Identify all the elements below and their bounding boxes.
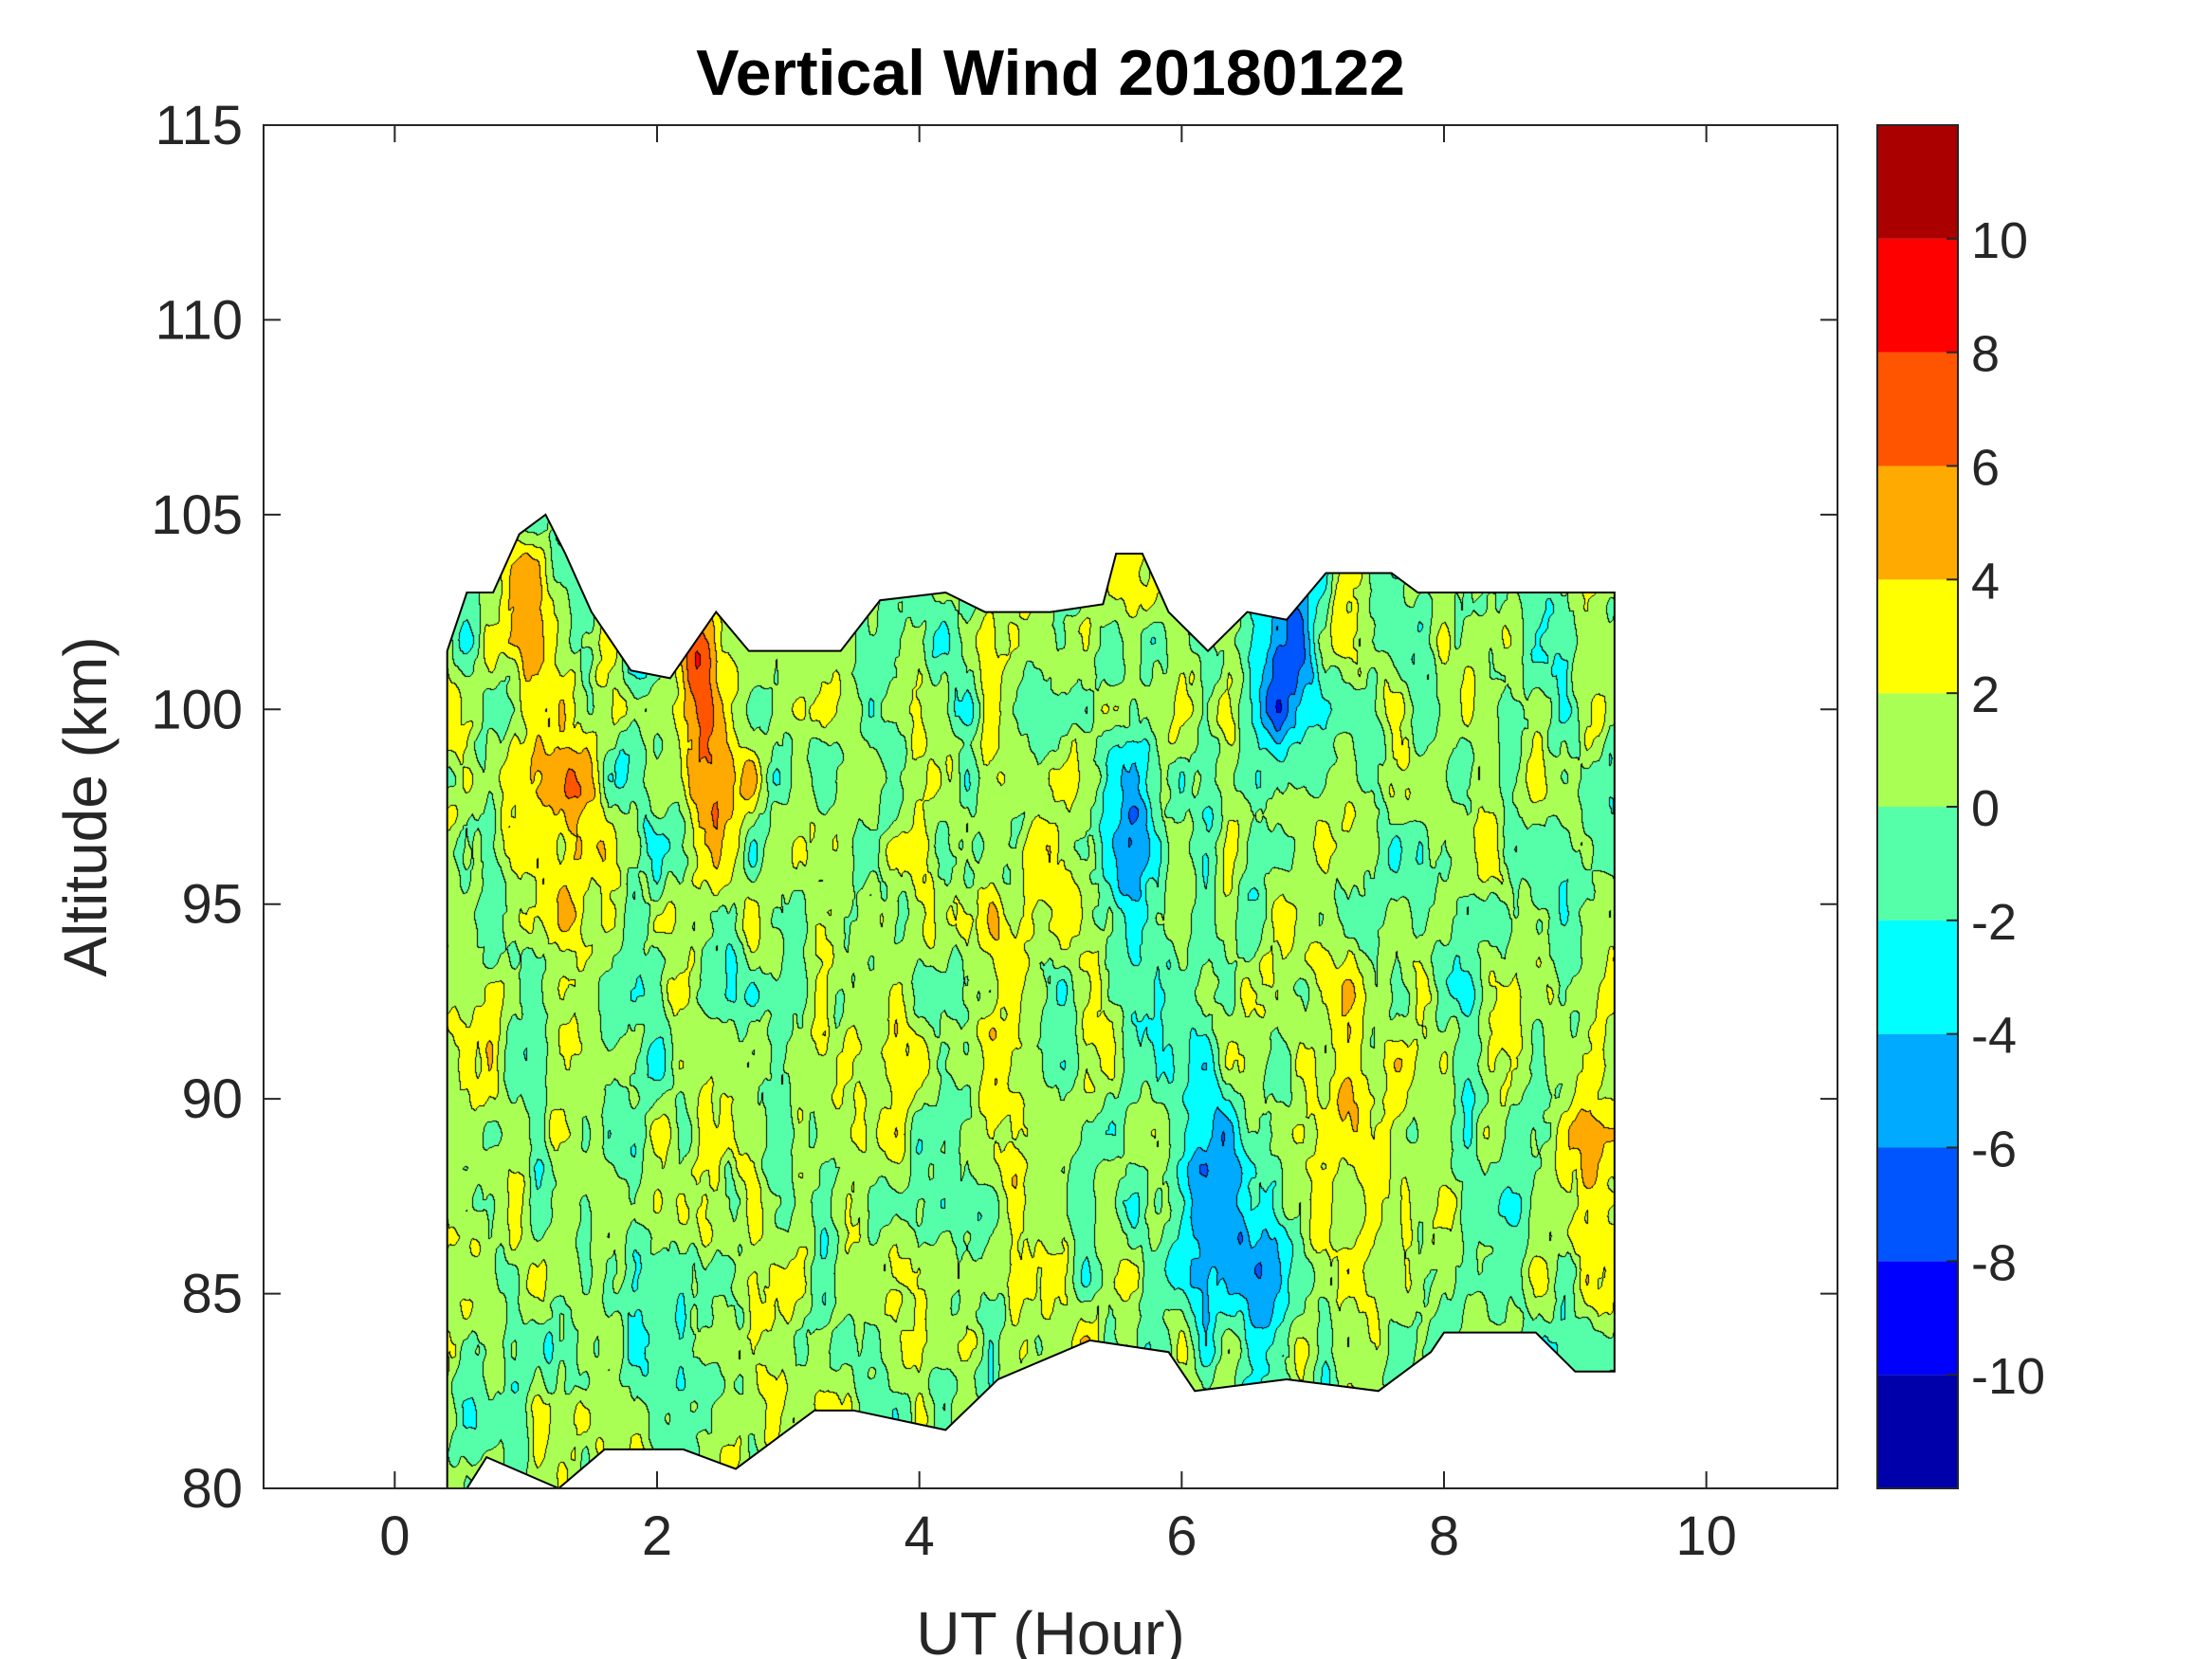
plot-frame xyxy=(263,124,1838,1489)
colorbar-tick-label: 6 xyxy=(1971,440,2000,497)
y-tick-label: 90 xyxy=(181,1068,243,1130)
chart-title: Vertical Wind 20180122 xyxy=(696,37,1405,109)
colorbar-segment xyxy=(1877,693,1958,807)
colorbar-tick-label: 8 xyxy=(1971,326,2000,383)
colorbar-tick-label: -2 xyxy=(1971,894,2017,951)
colorbar-segment xyxy=(1877,807,1958,921)
colorbar-segment xyxy=(1877,1033,1958,1148)
colorbar-segment xyxy=(1877,1375,1958,1488)
colorbar-tick-label: 10 xyxy=(1971,212,2028,269)
colorbar-segment xyxy=(1877,238,1958,353)
y-tick-label: 85 xyxy=(181,1264,243,1325)
x-tick-label: 8 xyxy=(1429,1505,1459,1567)
x-tick-label: 10 xyxy=(1675,1505,1737,1567)
colorbar-segment xyxy=(1877,920,1958,1034)
colorbar-tick-label: -10 xyxy=(1971,1348,2045,1405)
x-tick-label: 4 xyxy=(905,1505,935,1567)
y-tick-label: 105 xyxy=(151,484,243,546)
colorbar-tick-label: 2 xyxy=(1971,666,2000,723)
colorbar-segment xyxy=(1877,465,1958,580)
y-tick-label: 95 xyxy=(181,874,243,936)
y-tick-label: 115 xyxy=(155,95,243,156)
y-tick-label: 80 xyxy=(181,1458,243,1520)
data-region-outline xyxy=(446,513,1616,1488)
x-tick-label: 0 xyxy=(379,1505,410,1567)
colorbar-tick-label: -6 xyxy=(1971,1121,2017,1178)
colorbar-tick-label: -4 xyxy=(1971,1008,2017,1065)
colorbar-tick-label: 4 xyxy=(1971,553,2000,610)
colorbar-segment xyxy=(1877,1261,1958,1376)
colorbar-segment xyxy=(1877,125,1958,239)
x-axis-label: UT (Hour) xyxy=(916,1599,1184,1659)
colorbar-tick-label: -8 xyxy=(1971,1234,2017,1291)
x-tick-label: 6 xyxy=(1166,1505,1197,1567)
colorbar-segment xyxy=(1877,1147,1958,1262)
colorbar-tick-label: 0 xyxy=(1971,780,2000,837)
y-tick-label: 110 xyxy=(155,289,243,351)
y-axis-label: Altitude (km) xyxy=(51,636,119,976)
colorbar-segment xyxy=(1877,352,1958,466)
x-tick-label: 2 xyxy=(642,1505,672,1567)
contour-field xyxy=(447,514,1615,1488)
y-tick-label: 100 xyxy=(151,679,243,740)
colorbar-segment xyxy=(1877,579,1958,694)
